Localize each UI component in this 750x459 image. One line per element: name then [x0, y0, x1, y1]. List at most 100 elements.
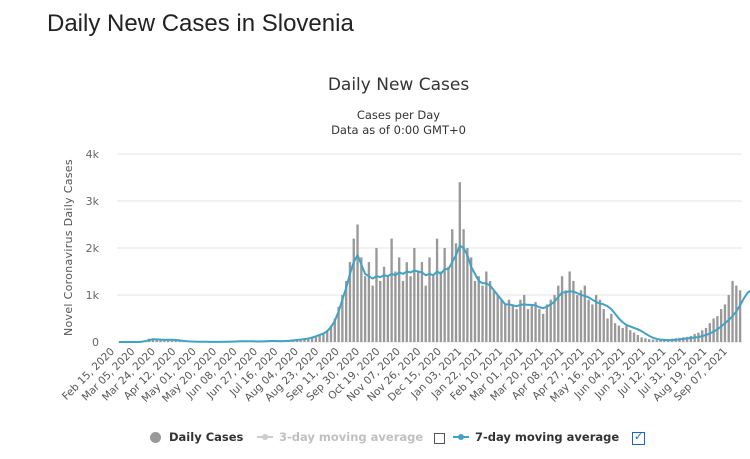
bar [462, 229, 465, 342]
bar [318, 334, 321, 342]
bar [348, 262, 352, 342]
bar [632, 332, 636, 342]
bar [409, 276, 412, 342]
bar [163, 340, 166, 342]
bar [382, 266, 386, 342]
bar [488, 280, 492, 342]
line-marker-icon [257, 432, 273, 442]
bar [337, 306, 340, 342]
legend-item-daily-cases[interactable]: Daily Cases [150, 430, 243, 444]
bar [568, 271, 571, 342]
bar [541, 313, 545, 342]
bar [344, 280, 348, 342]
bar [583, 285, 586, 342]
legend-item-7day-average[interactable]: 7-day moving average [453, 430, 619, 444]
page-title: Daily New Cases in Slovenia [47, 10, 354, 37]
bar [356, 224, 359, 342]
legend-label-3day: 3-day moving average [279, 430, 424, 444]
bar [640, 337, 643, 342]
bar [613, 323, 617, 342]
bar [659, 340, 662, 342]
bar [576, 295, 579, 342]
y-axis-label: Novel Coronavirus Daily Cases [62, 159, 75, 336]
series-line-7day [118, 244, 750, 343]
bar [458, 182, 461, 342]
bar [492, 290, 496, 342]
bar [390, 238, 393, 342]
bar [447, 266, 450, 342]
bar [738, 290, 742, 342]
bar [375, 248, 378, 342]
bar [363, 276, 367, 342]
bar-series-daily-cases [144, 182, 742, 342]
checkbox-7day-average[interactable] [632, 430, 645, 445]
bar [443, 248, 446, 342]
bar [504, 304, 507, 342]
bar [515, 309, 518, 342]
bar [159, 339, 162, 342]
bar [469, 257, 473, 342]
bar [560, 276, 564, 342]
bar [329, 325, 333, 342]
bar [557, 285, 560, 342]
bar [155, 339, 158, 342]
bar [594, 295, 598, 342]
bar [731, 280, 734, 342]
bar [564, 290, 568, 342]
legend-label-7day: 7-day moving average [475, 430, 620, 444]
chart-data-date: Data as of 0:00 GMT+0 [331, 123, 466, 137]
bar [481, 285, 484, 342]
y-tick-label: 2k [86, 242, 100, 255]
bar [485, 271, 488, 342]
bar [326, 330, 329, 342]
bar [549, 299, 552, 342]
bar [572, 280, 575, 342]
bar [538, 309, 541, 342]
y-tick-label: 0 [92, 336, 99, 349]
bar [352, 238, 355, 342]
y-tick-label: 1k [86, 289, 100, 302]
bar [416, 271, 420, 342]
chart-title: Daily New Cases [327, 75, 470, 95]
chart-subtitle: Cases per Day [356, 108, 441, 122]
bar [598, 299, 602, 342]
bar [439, 271, 443, 342]
bar [386, 276, 390, 342]
bar [314, 335, 318, 342]
bar [553, 295, 556, 342]
bar [629, 330, 632, 342]
bar [526, 309, 530, 342]
bar [587, 299, 590, 342]
bar [379, 280, 382, 342]
bar [545, 304, 549, 342]
circle-marker-icon [150, 431, 161, 443]
bar [591, 304, 594, 342]
bar [341, 295, 344, 342]
bar [477, 276, 480, 342]
checkbox-3day-average[interactable] [434, 433, 445, 444]
bar [466, 248, 469, 342]
line-series-7day [118, 244, 750, 343]
bar [420, 262, 424, 342]
legend-label-daily: Daily Cases [169, 430, 244, 444]
bar [507, 299, 511, 342]
bar [500, 299, 503, 342]
bar [648, 339, 651, 342]
bar [735, 285, 738, 342]
bar [413, 248, 416, 342]
bar [606, 318, 609, 342]
bar [602, 309, 605, 342]
legend-item-3day-average[interactable]: 3-day moving average [257, 430, 423, 444]
bar [401, 280, 405, 342]
y-tick-label: 4k [86, 148, 100, 161]
bar [322, 333, 325, 342]
bar [617, 325, 621, 342]
y-tick-label: 3k [86, 195, 100, 208]
bar [644, 338, 647, 342]
line-marker-icon [453, 432, 469, 442]
bar [523, 295, 526, 342]
bar [451, 229, 454, 342]
bar [610, 313, 613, 342]
